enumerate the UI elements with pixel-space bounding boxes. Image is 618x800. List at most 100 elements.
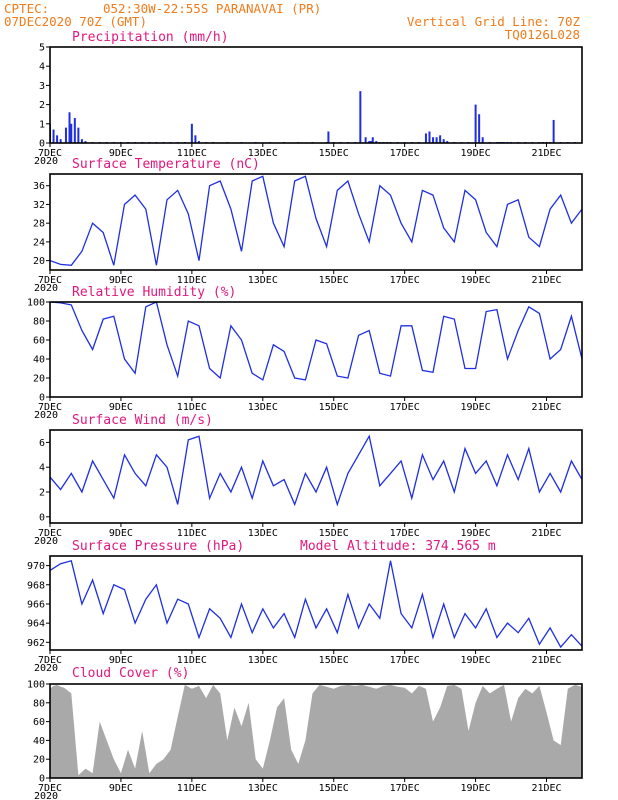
precipitation-bar — [194, 135, 197, 143]
precipitation-bar — [190, 123, 193, 143]
wind-plot-area — [50, 434, 582, 507]
precipitation-plot-area — [50, 91, 582, 143]
temperature-plot-frame — [49, 173, 583, 271]
temperature-x-tick-label: 21DEC — [531, 275, 561, 286]
precipitation-x-tick-label: 13DEC — [248, 148, 278, 159]
precipitation-x-tick-label: 15DEC — [319, 148, 349, 159]
humidity-x-tick-label: 15DEC — [319, 402, 349, 413]
precipitation-bar — [369, 141, 372, 143]
pressure-y-tick-label: 964 — [27, 619, 45, 630]
cloud-cover-y-tick-label: 100 — [27, 680, 45, 691]
precipitation-bar — [446, 141, 449, 143]
pressure-x-tick-label: 13DEC — [248, 655, 278, 666]
cloud-cover-title: Cloud Cover (%) — [72, 666, 189, 681]
pressure-y-tick-label: 970 — [27, 561, 45, 572]
cloud-cover-plot-area — [50, 684, 582, 778]
precipitation-bar — [59, 139, 62, 143]
pressure-series-line — [50, 559, 582, 649]
wind-y-tick-label: 0 — [39, 512, 45, 523]
precipitation-title: Precipitation (mm/h) — [72, 30, 229, 45]
cloud-cover-x-tick-label: 7DEC — [38, 783, 62, 794]
cloud-cover-x-tick-label: 21DEC — [531, 783, 561, 794]
header-date: 07DEC2020 70Z (GMT) — [4, 14, 147, 29]
wind-year-label: 2020 — [34, 536, 58, 547]
humidity-x-tick-label: 11DEC — [177, 402, 207, 413]
precipitation-bar — [64, 127, 67, 143]
humidity-y-tick-label: 60 — [33, 336, 45, 347]
precipitation-bar — [84, 141, 87, 143]
temperature-x-tick-label: 7DEC — [38, 275, 62, 286]
humidity-y-tick-label: 100 — [27, 298, 45, 309]
wind-x-tick-label: 17DEC — [390, 528, 420, 539]
temperature-panel: Surface Temperature (nC) 20 24 28 32 36 7DEC 9… — [33, 157, 583, 294]
precipitation-x-tick-label: 7DEC — [38, 148, 62, 159]
wind-plot-frame — [49, 429, 583, 524]
wind-y-tick-label: 6 — [39, 438, 45, 449]
wind-x-tick-label: 13DEC — [248, 528, 278, 539]
precipitation-bar — [375, 141, 378, 143]
pressure-plot-frame — [49, 555, 583, 651]
humidity-title: Relative Humidity (%) — [72, 285, 236, 300]
humidity-x-tick-label: 19DEC — [461, 402, 491, 413]
cloud-cover-x-tick-label: 19DEC — [461, 783, 491, 794]
pressure-x-tick-label: 15DEC — [319, 655, 349, 666]
precipitation-bar — [478, 114, 481, 143]
pressure-x-tick-label: 7DEC — [38, 655, 62, 666]
header-source: CPTEC: — [4, 1, 49, 16]
precipitation-bar — [56, 135, 59, 143]
precipitation-x-tick-label: 11DEC — [177, 148, 207, 159]
precipitation-bar — [52, 129, 55, 143]
temperature-year-label: 2020 — [34, 283, 58, 294]
pressure-year-label: 2020 — [34, 663, 58, 674]
precipitation-year-label: 2020 — [34, 156, 58, 167]
pressure-panel: Surface Pressure (hPa) Model Altitude: 3… — [27, 539, 583, 674]
humidity-y-tick-label: 0 — [39, 393, 45, 404]
cloud-cover-y-tick-label: 80 — [33, 698, 45, 709]
temperature-title: Surface Temperature (nC) — [72, 157, 260, 172]
pressure-x-tick-label: 19DEC — [461, 655, 491, 666]
precipitation-bar — [481, 137, 484, 143]
precipitation-bar — [80, 139, 83, 143]
temperature-x-tick-label: 17DEC — [390, 275, 420, 286]
precipitation-bar — [474, 104, 477, 143]
precipitation-y-tick-label: 4 — [39, 62, 45, 73]
humidity-plot-frame — [49, 301, 583, 398]
pressure-x-tick-label: 11DEC — [177, 655, 207, 666]
precipitation-panel: Precipitation (mm/h) 0 1 2 3 4 5 7DEC 9DEC 11DEC… — [34, 30, 583, 167]
precipitation-bar — [327, 131, 330, 143]
wind-title: Surface Wind (m/s) — [72, 413, 213, 428]
precipitation-y-tick-label: 0 — [39, 139, 45, 150]
humidity-year-label: 2020 — [34, 410, 58, 421]
wind-x-tick-label: 19DEC — [461, 528, 491, 539]
precipitation-bar — [77, 127, 80, 143]
humidity-x-tick-label: 13DEC — [248, 402, 278, 413]
header-location: 052:30W-22:55S PARANAVAI (PR) — [103, 1, 321, 16]
cloud-cover-x-tick-label: 9DEC — [109, 783, 133, 794]
wind-panel: Surface Wind (m/s) 0 2 4 6 7DEC 9DEC 11DEC 13DE… — [34, 413, 583, 547]
precipitation-bar — [432, 137, 435, 143]
wind-x-tick-label: 9DEC — [109, 528, 133, 539]
temperature-y-tick-label: 32 — [33, 200, 45, 211]
humidity-x-tick-label: 17DEC — [390, 402, 420, 413]
pressure-x-tick-label: 17DEC — [390, 655, 420, 666]
temperature-x-tick-label: 15DEC — [319, 275, 349, 286]
cloud-cover-y-tick-label: 60 — [33, 717, 45, 728]
precipitation-bar — [424, 133, 427, 143]
header-grid-note: Vertical Grid Line: 70Z — [407, 14, 581, 29]
temperature-y-tick-label: 24 — [33, 237, 45, 248]
temperature-x-tick-label: 19DEC — [461, 275, 491, 286]
cloud-cover-year-label: 2020 — [34, 791, 58, 800]
precipitation-bar — [73, 118, 76, 143]
humidity-x-tick-label: 9DEC — [109, 402, 133, 413]
precipitation-bar — [197, 141, 200, 143]
precipitation-x-tick-label: 9DEC — [109, 148, 133, 159]
pressure-plot-area — [50, 559, 582, 649]
wind-x-tick-label: 7DEC — [38, 528, 62, 539]
precipitation-bar — [68, 112, 71, 143]
precipitation-bar — [364, 137, 367, 143]
precipitation-plot-frame — [49, 46, 583, 144]
temperature-x-tick-label: 11DEC — [177, 275, 207, 286]
precipitation-y-tick-label: 3 — [39, 81, 45, 92]
pressure-x-tick-label: 9DEC — [109, 655, 133, 666]
humidity-series-line — [50, 302, 582, 381]
